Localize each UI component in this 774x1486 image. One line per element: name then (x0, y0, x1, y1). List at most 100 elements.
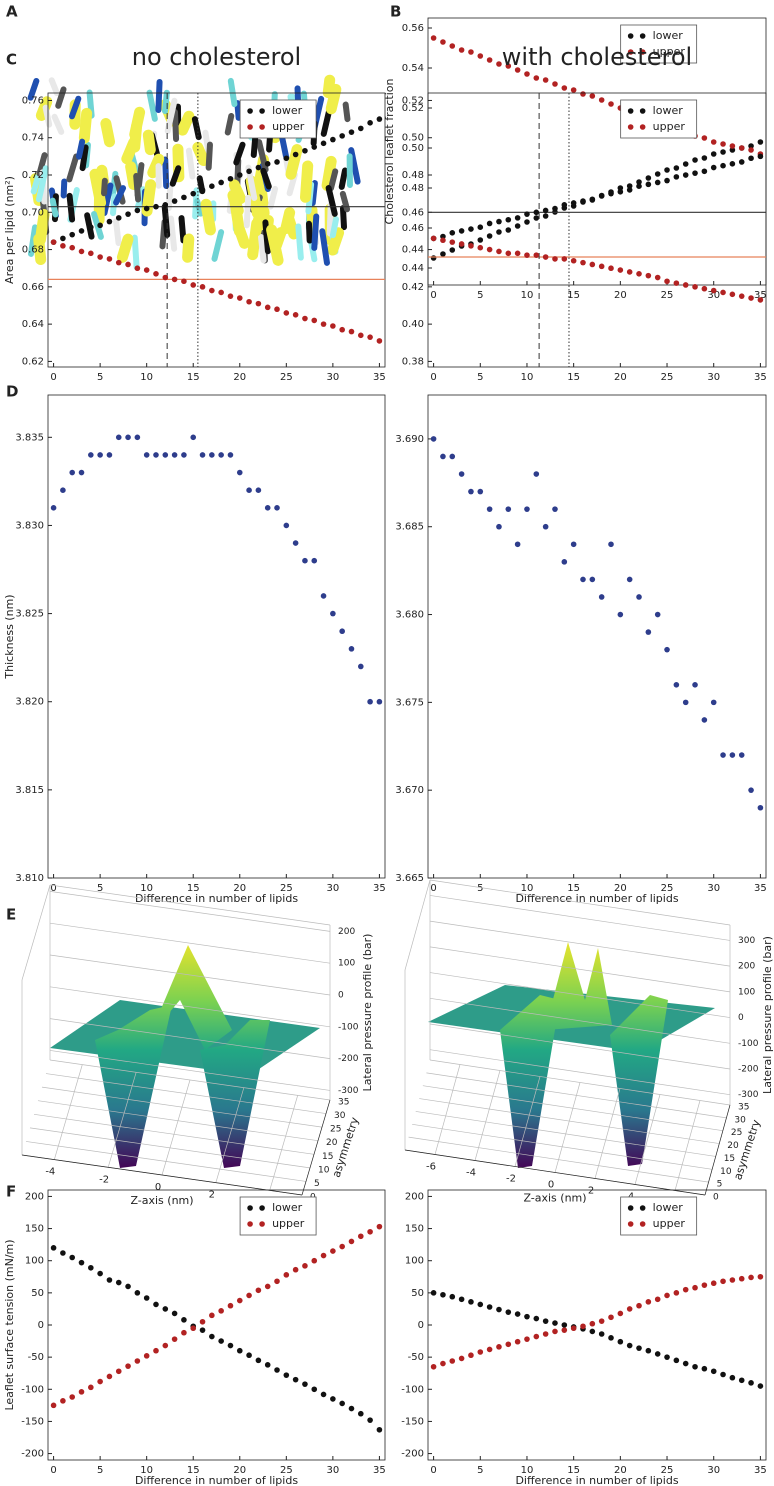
data-point (654, 179, 661, 186)
y-tick-label: 30 (334, 1111, 346, 1121)
plot-frame (47, 1189, 386, 1461)
data-point (255, 300, 262, 307)
data-point (458, 47, 465, 53)
data-point (496, 1344, 502, 1350)
z-axis-label: Lateral pressure profile (bar) (761, 936, 774, 1094)
data-point (552, 506, 558, 512)
data-point (292, 151, 299, 158)
data-point (153, 1347, 159, 1354)
y-tick-label: 0.68 (22, 245, 44, 256)
data-point (348, 646, 355, 652)
x-tick-label: 20 (614, 372, 627, 383)
data-point (88, 1264, 94, 1271)
data-point (757, 139, 764, 145)
data-point (617, 1338, 624, 1345)
data-point (673, 682, 680, 688)
data-point (449, 1293, 456, 1300)
x-tick-label: 25 (280, 372, 293, 383)
data-point (199, 284, 206, 290)
data-point (524, 211, 530, 217)
grid-line (434, 1064, 461, 1155)
data-point (654, 171, 661, 177)
data-point (134, 1358, 141, 1364)
x-tick-label: 30 (707, 372, 720, 383)
data-point (664, 167, 670, 173)
data-point (561, 1327, 568, 1333)
data-point (514, 541, 521, 548)
axis-edge (21, 884, 51, 981)
y-tick-label: 0.44 (402, 263, 424, 274)
lipid (125, 161, 140, 190)
data-point (376, 116, 383, 122)
data-point (376, 698, 383, 705)
legend-box (620, 1196, 698, 1236)
data-point (664, 278, 670, 285)
data-point (645, 181, 652, 188)
y-tick-label: 0 (38, 1320, 44, 1331)
data-point (320, 593, 327, 599)
data-point (199, 187, 206, 193)
lipid (342, 101, 351, 123)
lipid (66, 192, 76, 223)
data-point (97, 1270, 103, 1277)
data-point (673, 1357, 680, 1364)
data-point (496, 1306, 502, 1313)
data-point (720, 149, 726, 155)
lipid (325, 184, 338, 217)
y-tick-label: 200 (25, 1191, 44, 1202)
data-point (190, 190, 197, 197)
grid-line (45, 1073, 327, 1114)
data-point (524, 219, 530, 225)
data-point (274, 306, 280, 313)
legend-swatch (247, 108, 253, 114)
data-point (97, 222, 103, 229)
data-point (654, 1351, 661, 1357)
data-point (533, 215, 540, 221)
legend-box (239, 1196, 317, 1236)
legend-swatch (627, 124, 634, 130)
data-point (524, 1336, 530, 1342)
legend-label: upper (653, 1217, 686, 1230)
grid-line (429, 1059, 731, 1106)
data-point (720, 1371, 726, 1378)
data-point (542, 213, 549, 219)
data-point (50, 1402, 57, 1409)
legend-swatch (627, 1205, 634, 1211)
x-tick-label: 15 (187, 883, 200, 894)
lipid (49, 197, 59, 218)
x-tick-label: 0 (430, 290, 436, 301)
x-tick-label: 5 (477, 290, 483, 301)
x-tick-label: 0 (430, 372, 436, 383)
lipid (327, 227, 345, 256)
data-point (78, 248, 85, 255)
data-point (505, 63, 512, 69)
data-point (440, 39, 446, 45)
y-tick-label: 3.685 (395, 522, 424, 533)
data-point (190, 1325, 197, 1332)
data-point (274, 1367, 280, 1373)
data-point (330, 1396, 336, 1402)
data-point (710, 164, 717, 171)
data-point (514, 67, 521, 73)
data-point (227, 452, 234, 458)
x-tick-label: 0 (548, 1180, 554, 1191)
data-point (561, 1322, 568, 1328)
lipid (326, 201, 334, 237)
data-point (514, 215, 521, 221)
data-point (88, 250, 94, 257)
panel-label: F (6, 1183, 16, 1201)
data-point (598, 97, 605, 103)
data-point (701, 285, 708, 292)
x-tick-label: 30 (707, 1465, 720, 1476)
data-point (227, 1342, 234, 1349)
lipid (146, 89, 158, 122)
data-point (589, 261, 596, 268)
data-point (570, 541, 577, 548)
data-point (283, 155, 290, 162)
grid-line (419, 1098, 720, 1144)
data-point (757, 804, 764, 811)
data-point (636, 1302, 642, 1309)
lipid (305, 220, 313, 244)
data-point (357, 1410, 364, 1417)
y-tick-label: 50 (31, 1288, 44, 1299)
